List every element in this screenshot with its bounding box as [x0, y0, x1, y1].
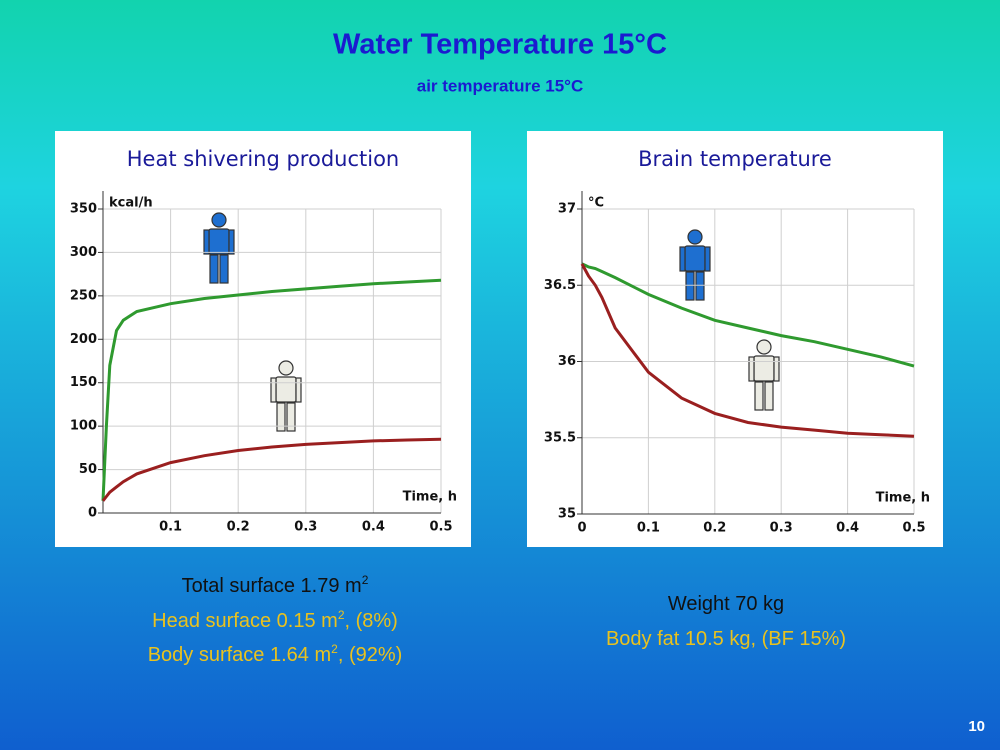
note: Head surface 0.15 m2, (8%) [152, 608, 398, 632]
x-tick-label: 0 [577, 521, 586, 536]
note-text: , (8%) [345, 610, 398, 632]
y-tick-label: 100 [70, 419, 97, 434]
y-axis-label: °C [588, 196, 604, 211]
y-tick-label: 200 [70, 332, 97, 347]
slide-subtitle: air temperature 15°C [417, 76, 583, 95]
x-tick-label: 0.4 [836, 521, 859, 536]
chart-panel [527, 131, 943, 547]
y-tick-label: 36.5 [544, 278, 576, 293]
note-sup: 2 [331, 642, 338, 656]
y-tick-label: 350 [70, 202, 97, 217]
note: Total surface 1.79 m2 [182, 573, 369, 597]
y-tick-label: 150 [70, 375, 97, 390]
y-axis-label: kcal/h [109, 196, 153, 211]
note-text: , (92%) [338, 644, 402, 666]
y-tick-label: 300 [70, 245, 97, 260]
x-tick-label: 0.3 [770, 521, 793, 536]
page-number: 10 [968, 718, 985, 735]
x-tick-label: 0.4 [362, 520, 385, 535]
chart-title: Heat shivering production [127, 147, 399, 171]
x-tick-label: 0.2 [227, 520, 250, 535]
x-axis-label: Time, h [876, 491, 930, 506]
x-tick-label: 0.1 [637, 521, 660, 536]
note-text: Body surface 1.64 m [148, 644, 331, 666]
y-tick-label: 35.5 [544, 430, 576, 445]
x-tick-label: 0.5 [902, 521, 925, 536]
series-line [101, 278, 442, 501]
note-sup: 2 [338, 608, 345, 622]
x-tick-label: 0.2 [703, 521, 726, 536]
y-tick-label: 0 [88, 506, 97, 521]
note-text: Head surface 0.15 m [152, 610, 338, 632]
y-tick-label: 50 [79, 462, 97, 477]
y-tick-label: 36 [558, 354, 576, 369]
series-line [101, 437, 442, 502]
y-tick-label: 35 [558, 507, 576, 522]
series-line [581, 262, 915, 368]
x-axis-label: Time, h [403, 490, 457, 505]
x-tick-label: 0.3 [294, 520, 317, 535]
chart-title: Brain temperature [638, 147, 832, 171]
series-line [580, 263, 915, 438]
x-tick-label: 0.5 [429, 520, 452, 535]
y-tick-label: 250 [70, 288, 97, 303]
x-tick-label: 0.1 [159, 520, 182, 535]
note-text: Total surface 1.79 m [182, 575, 362, 597]
slide-title: Water Temperature 15°C [333, 29, 667, 61]
note-sup: 2 [362, 573, 369, 587]
note: Body surface 1.64 m2, (92%) [148, 642, 403, 666]
y-tick-label: 37 [558, 202, 576, 217]
note: Weight 70 kg [668, 593, 784, 615]
note: Body fat 10.5 kg, (BF 15%) [606, 628, 846, 650]
